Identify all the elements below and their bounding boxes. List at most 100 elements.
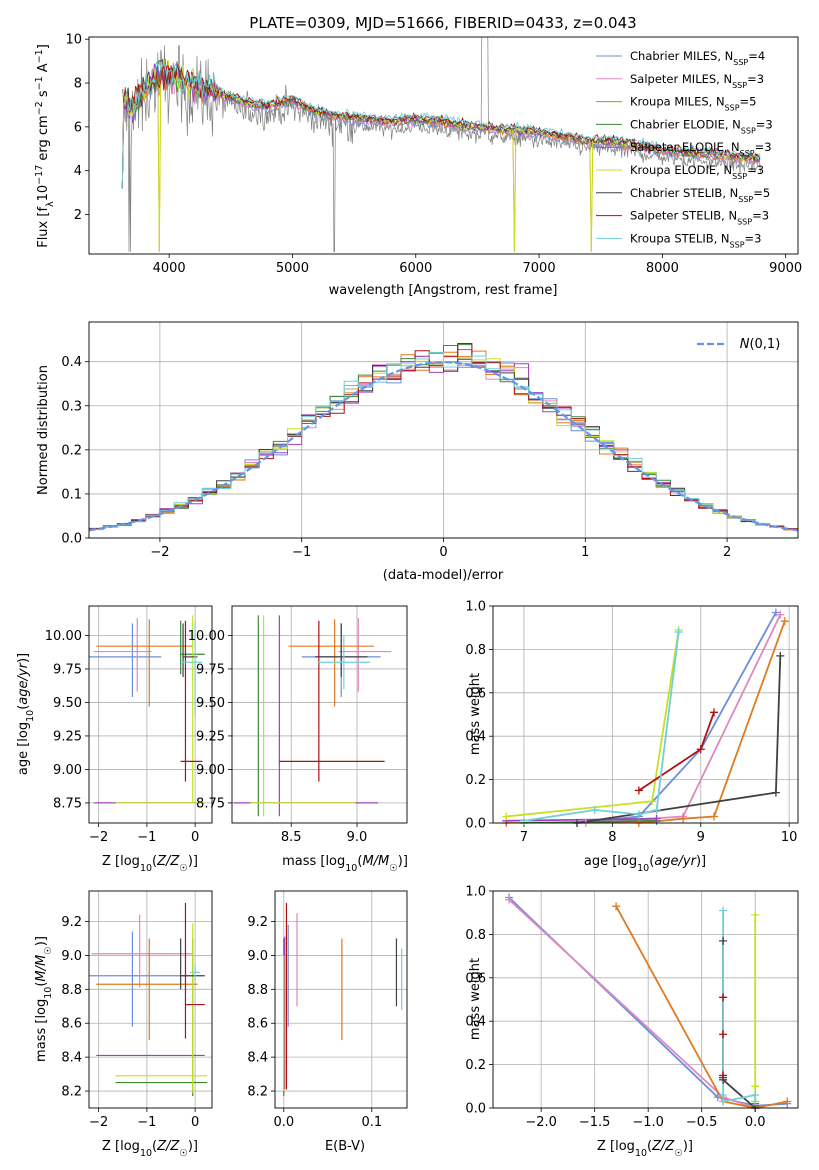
x-tick-label: 7000 — [523, 261, 556, 276]
series-line-chabrier-stelib — [576, 655, 782, 823]
x-tick-label: −2 — [89, 830, 108, 845]
y-tick-label: 10 — [65, 33, 82, 48]
marker-kroupa-stelib — [634, 810, 643, 819]
legend-label-kroupa-stelib: Kroupa STELIB, NSSP=3 — [630, 231, 761, 249]
marker-kroupa-elodie — [502, 812, 511, 821]
legend-suffix: =3 — [752, 209, 769, 223]
y-tick-label: 9.75 — [196, 662, 225, 677]
series-line-kroupa-miles — [506, 620, 786, 823]
label-part: ☉ — [389, 863, 398, 874]
legend-text: Chabrier STELIB, N — [630, 186, 738, 200]
label-part: −1 — [34, 49, 45, 63]
x-tick-label: 5000 — [276, 261, 309, 276]
legend-sub: SSP — [733, 58, 748, 67]
panel-6: −2 −1 08.28.48.68.89.09.2Z [log10(Z/Z☉)]ma… — [34, 890, 213, 1159]
legend-label-kroupa-miles: Kroupa MILES, NSSP=5 — [630, 95, 756, 113]
x-tick-label: −2 — [89, 1115, 108, 1130]
x-tick-label: 9.0 — [347, 830, 368, 845]
y-axis-label: Normed distribution — [36, 365, 51, 495]
legend-suffix: =3 — [745, 231, 762, 245]
y-tick-label: 4 — [74, 164, 82, 179]
legend-suffix: =5 — [753, 186, 770, 200]
panel-7: 0.0 0.1 8.2 8.4 8.6 8.8 9.0 9.2 E(B-V) — [247, 890, 408, 1154]
label-part: ( — [34, 982, 49, 987]
x-tick-label: −1 — [137, 1115, 156, 1130]
label-part: Z/Z — [651, 1139, 675, 1154]
legend-sub: SSP — [740, 149, 755, 158]
y-tick-label: 0.6 — [465, 971, 486, 986]
label-part: )] — [16, 653, 31, 663]
series-line-salpeter-miles — [508, 899, 756, 1108]
legend-sub: SSP — [737, 217, 752, 226]
series-line-salpeter-miles — [585, 614, 782, 823]
label-part: −2 — [34, 101, 45, 115]
legend-text: Kroupa ELODIE, N — [630, 163, 732, 177]
y-tick-label: 0.2 — [61, 443, 82, 458]
legend-label-chabrier-miles: Chabrier MILES, NSSP=4 — [630, 49, 765, 67]
label-part: M/M — [362, 854, 389, 869]
marker-kroupa-miles — [783, 1097, 792, 1106]
plot-area — [283, 902, 403, 1097]
marker-kroupa-stelib — [652, 805, 661, 814]
x-tick-label: −2.0 — [525, 1115, 557, 1130]
figure-title: PLATE=0309, MJD=51666, FIBERID=0433, z=0… — [249, 14, 636, 32]
y-tick-label: 9.25 — [196, 729, 225, 744]
axes-frame — [274, 890, 408, 1109]
label-part: ( — [357, 854, 362, 869]
marker-kroupa-elodie — [751, 1082, 760, 1091]
label-part: )] — [34, 936, 49, 946]
legend-suffix: =3 — [755, 140, 772, 154]
series-line-kroupa-elodie — [506, 629, 680, 818]
x-tick-label: −1 — [137, 830, 156, 845]
x-tick-label: 10 — [781, 830, 798, 845]
legend-label-kroupa-elodie: Kroupa ELODIE, NSSP=3 — [630, 163, 764, 181]
marker-kroupa-stelib — [519, 816, 528, 825]
label-part: age/yr — [654, 854, 697, 869]
label-part: ☉ — [674, 1148, 683, 1159]
x-tick-label: 6000 — [399, 261, 432, 276]
marker-kroupa-stelib — [674, 628, 683, 637]
marker-kroupa-miles — [612, 902, 621, 911]
y-tick-label: 10.00 — [45, 629, 82, 644]
legend-label-salpeter-stelib: Salpeter STELIB, NSSP=3 — [630, 209, 769, 227]
label-part: )] — [696, 854, 706, 869]
y-axis-label: mass [log10(M/M☉)] — [34, 936, 54, 1062]
y-tick-label: 0.4 — [465, 730, 486, 745]
label-part: 10 — [36, 185, 51, 202]
label-part: ( — [152, 1139, 157, 1154]
normal-distribution-curve — [89, 360, 798, 532]
y-tick-label: 8.75 — [196, 796, 225, 811]
label-part: ( — [649, 854, 654, 869]
x-tick-label: 0 — [191, 1115, 199, 1130]
y-tick-label: 0.2 — [465, 773, 486, 788]
x-tick-label: 0.0 — [273, 1115, 294, 1130]
y-tick-label: 8.8 — [247, 983, 268, 998]
label-part: Z/Z — [156, 854, 180, 869]
label-part: 10 — [43, 987, 54, 999]
label-part: Z/Z — [156, 1139, 180, 1154]
label-part: ( — [152, 854, 157, 869]
label-part: 10 — [635, 1148, 647, 1159]
y-tick-label: 1.0 — [465, 885, 486, 900]
y-axis-label: age [log10(age/yr)] — [16, 653, 36, 775]
marker-kroupa-stelib — [719, 906, 728, 915]
y-tick-label: 0.8 — [465, 928, 486, 943]
legend-text: Kroupa MILES, N — [630, 95, 725, 109]
marker-salpeter-stelib — [719, 1030, 728, 1039]
x-tick-label: 0 — [439, 545, 447, 560]
y-axis-label: Flux [fλ10−17 erg cm−2 s−1 A−1] — [34, 44, 56, 248]
marker-salpeter-elodie — [652, 814, 661, 823]
legend-text: Chabrier MILES, N — [630, 49, 733, 63]
legend-label-normal: N(0,1) — [740, 337, 781, 352]
y-tick-label: 8.2 — [247, 1085, 268, 1100]
legend-sub: SSP — [732, 172, 747, 181]
x-tick-label: 4000 — [153, 261, 186, 276]
series-line-salpeter-stelib — [638, 711, 715, 792]
axes-frame — [492, 605, 799, 824]
marker-salpeter-stelib — [710, 708, 719, 717]
label-part: ☉ — [43, 946, 54, 955]
y-tick-label: 0.3 — [61, 399, 82, 414]
label-part: )] — [188, 1139, 198, 1154]
x-tick-label: 9 — [697, 830, 705, 845]
marker-kroupa-elodie — [648, 797, 657, 806]
